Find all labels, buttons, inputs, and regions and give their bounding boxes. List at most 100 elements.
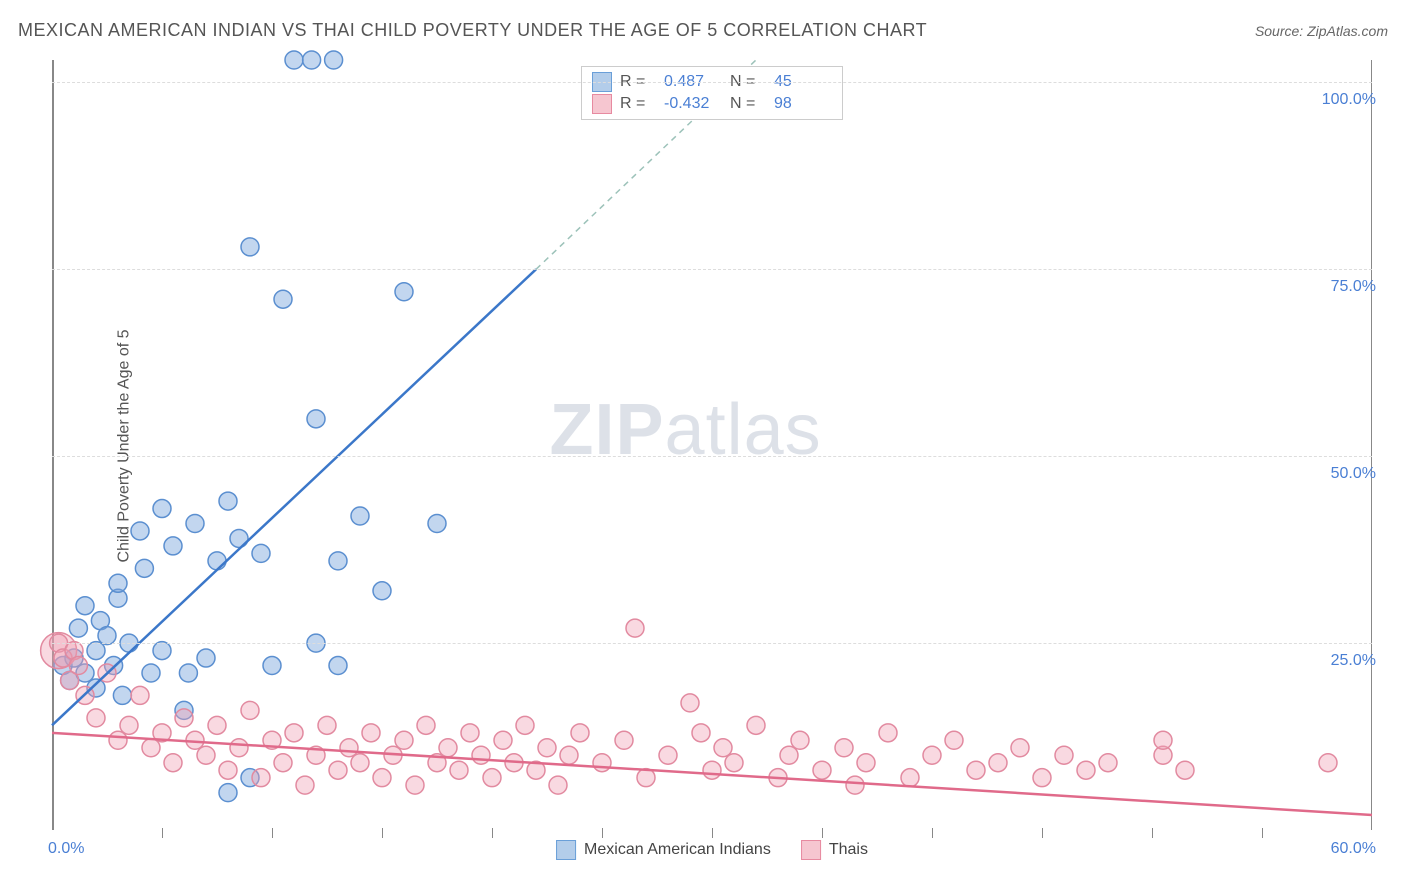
scatter-point <box>879 724 897 742</box>
x-tick <box>492 828 493 838</box>
x-tick-label-max: 60.0% <box>1331 840 1376 858</box>
scatter-point <box>252 769 270 787</box>
scatter-point <box>109 574 127 592</box>
scatter-point <box>307 410 325 428</box>
y-tick-label: 75.0% <box>1331 278 1376 296</box>
x-tick <box>602 828 603 838</box>
legend-swatch-blue <box>556 840 576 860</box>
scatter-point <box>857 754 875 772</box>
legend-item: Mexican American Indians <box>556 840 771 860</box>
scatter-point <box>329 552 347 570</box>
scatter-point <box>1055 746 1073 764</box>
scatter-point <box>285 724 303 742</box>
scatter-point <box>395 731 413 749</box>
scatter-point <box>142 664 160 682</box>
legend-item: Thais <box>801 840 868 860</box>
scatter-point <box>1319 754 1337 772</box>
scatter-point <box>197 746 215 764</box>
r-label: R = <box>620 95 656 113</box>
x-tick <box>712 828 713 838</box>
scatter-point <box>153 500 171 518</box>
n-value: 98 <box>774 95 832 113</box>
legend-swatch-pink <box>592 94 612 114</box>
scatter-point <box>351 507 369 525</box>
scatter-point <box>967 761 985 779</box>
scatter-point <box>87 642 105 660</box>
scatter-point <box>219 492 237 510</box>
scatter-point <box>142 739 160 757</box>
gridline <box>52 269 1372 270</box>
scatter-point <box>285 51 303 69</box>
scatter-point <box>593 754 611 772</box>
scatter-point <box>87 709 105 727</box>
scatter-point <box>461 724 479 742</box>
scatter-point <box>329 657 347 675</box>
scatter-point <box>135 559 153 577</box>
source-label: Source: ZipAtlas.com <box>1255 23 1388 39</box>
legend-stats: R = 0.487 N = 45 R = -0.432 N = 98 <box>581 66 843 120</box>
scatter-point <box>219 761 237 779</box>
scatter-point <box>186 514 204 532</box>
scatter-point <box>252 544 270 562</box>
scatter-point <box>549 776 567 794</box>
scatter-point <box>560 746 578 764</box>
scatter-point <box>703 761 721 779</box>
scatter-point <box>303 51 321 69</box>
scatter-point <box>373 769 391 787</box>
y-tick-label: 50.0% <box>1331 465 1376 483</box>
scatter-point <box>274 754 292 772</box>
scatter-point <box>791 731 809 749</box>
chart-svg <box>52 60 1372 830</box>
scatter-point <box>417 716 435 734</box>
scatter-point <box>263 657 281 675</box>
scatter-point <box>1011 739 1029 757</box>
scatter-point <box>483 769 501 787</box>
scatter-point <box>538 739 556 757</box>
x-tick <box>822 828 823 838</box>
scatter-point <box>626 619 644 637</box>
x-tick <box>932 828 933 838</box>
scatter-point <box>340 739 358 757</box>
scatter-point <box>1033 769 1051 787</box>
scatter-point <box>494 731 512 749</box>
scatter-point <box>351 754 369 772</box>
scatter-point <box>208 552 226 570</box>
scatter-point <box>714 739 732 757</box>
scatter-point <box>69 619 87 637</box>
scatter-point <box>835 739 853 757</box>
scatter-point <box>747 716 765 734</box>
scatter-point <box>901 769 919 787</box>
scatter-point <box>164 537 182 555</box>
legend-swatch-pink <box>801 840 821 860</box>
scatter-point <box>1154 731 1172 749</box>
legend-stats-row: R = -0.432 N = 98 <box>592 93 832 115</box>
scatter-point <box>692 724 710 742</box>
scatter-point <box>395 283 413 301</box>
gridline <box>52 456 1372 457</box>
trend-line <box>52 269 536 725</box>
scatter-point <box>164 754 182 772</box>
x-tick <box>1042 828 1043 838</box>
scatter-point <box>989 754 1007 772</box>
scatter-point <box>131 686 149 704</box>
gridline <box>52 82 1372 83</box>
scatter-point <box>362 724 380 742</box>
scatter-point <box>219 784 237 802</box>
scatter-point <box>153 642 171 660</box>
scatter-point <box>109 731 127 749</box>
scatter-point <box>113 686 131 704</box>
plot-area: ZIPatlas R = 0.487 N = 45 R = -0.432 N =… <box>52 60 1372 830</box>
gridline <box>52 643 1372 644</box>
title-bar: MEXICAN AMERICAN INDIAN VS THAI CHILD PO… <box>18 20 1388 41</box>
n-label: N = <box>730 95 766 113</box>
x-tick <box>382 828 383 838</box>
x-tick <box>162 828 163 838</box>
scatter-point <box>76 597 94 615</box>
scatter-point <box>175 709 193 727</box>
scatter-point <box>571 724 589 742</box>
scatter-point <box>725 754 743 772</box>
scatter-point <box>1077 761 1095 779</box>
scatter-point <box>179 664 197 682</box>
scatter-point <box>329 761 347 779</box>
scatter-point <box>318 716 336 734</box>
